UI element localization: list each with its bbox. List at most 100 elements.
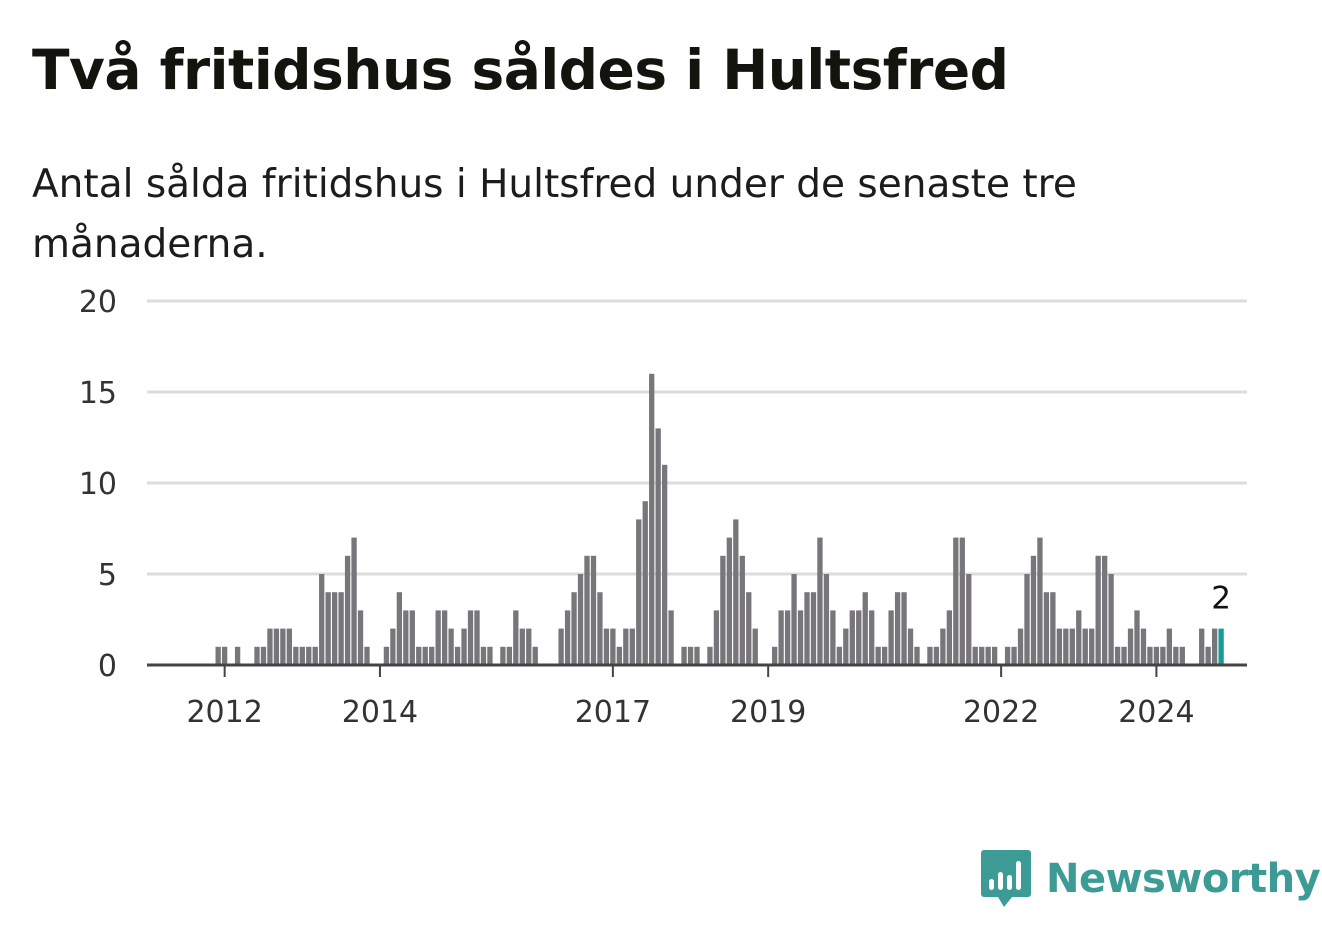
bar [1114, 646, 1121, 665]
bar [280, 628, 286, 665]
bar [881, 646, 888, 665]
bar [875, 646, 881, 665]
bar [487, 646, 493, 665]
bar [448, 628, 454, 665]
bar [1121, 646, 1127, 665]
bar [649, 373, 655, 665]
bar [1043, 592, 1050, 665]
bar [1205, 646, 1211, 665]
bar [1140, 628, 1147, 665]
bar-highlight [1218, 628, 1224, 665]
bar [1082, 628, 1088, 665]
bar [1089, 628, 1095, 665]
axes [147, 663, 1247, 677]
bar [1134, 610, 1140, 665]
bar [940, 628, 946, 665]
bar [856, 610, 862, 665]
bar [1050, 592, 1056, 665]
bar [571, 592, 577, 665]
bar [914, 646, 920, 665]
bar [862, 592, 868, 665]
bar [422, 646, 428, 665]
bar [668, 610, 674, 665]
bar [797, 610, 804, 665]
bar [1153, 646, 1160, 665]
bar [500, 646, 506, 665]
y-tick-label: 20 [79, 285, 117, 320]
bar-chart: 0 5 10 15 20 2 2012 2014 2017 2019 2022 2024 [79, 285, 1247, 730]
bar [597, 592, 603, 665]
bar [713, 610, 720, 665]
bar [1211, 628, 1218, 665]
bar [435, 610, 441, 665]
bar [409, 610, 415, 665]
bar [293, 646, 299, 665]
bar [325, 592, 331, 665]
bar [603, 628, 610, 665]
x-tick-label: 2012 [186, 695, 262, 730]
bar [306, 646, 312, 665]
bar [966, 574, 972, 665]
bar [454, 646, 461, 665]
bar [985, 646, 991, 665]
labels: 0 5 10 15 20 2 2012 2014 2017 2019 2022 2024 [79, 285, 1231, 730]
bar [933, 646, 940, 665]
bar [843, 628, 849, 665]
bar [1004, 646, 1011, 665]
x-tick-label: 2019 [730, 695, 806, 730]
bar [221, 646, 228, 665]
bar [720, 555, 726, 665]
bar [1095, 555, 1101, 665]
bar [331, 592, 338, 665]
bar [590, 555, 597, 665]
bar [927, 646, 933, 665]
bar [513, 610, 519, 665]
brand-name: Newsworthy [1046, 856, 1321, 902]
bar [215, 646, 221, 665]
bar [946, 610, 953, 665]
bar [1069, 628, 1075, 665]
bar [746, 592, 752, 665]
bar [532, 646, 538, 665]
bar [506, 646, 513, 665]
bars [215, 373, 1224, 665]
y-tick-label: 0 [98, 649, 117, 684]
bar [836, 646, 843, 665]
bar [338, 592, 344, 665]
bar [1030, 555, 1037, 665]
x-tick-label: 2024 [1118, 695, 1194, 730]
y-tick-label: 15 [79, 376, 117, 411]
bar [1101, 555, 1108, 665]
bar [260, 646, 267, 665]
bar [1179, 646, 1185, 665]
bar [364, 646, 370, 665]
bar [234, 646, 241, 665]
bar [687, 646, 694, 665]
bar-chart-speech-bubble-icon [981, 850, 1031, 907]
bar [661, 464, 668, 665]
bar [1173, 646, 1179, 665]
bar [526, 628, 532, 665]
bar [694, 646, 700, 665]
bar [1160, 646, 1166, 665]
bar [1011, 646, 1017, 665]
bar [707, 646, 713, 665]
bar [577, 574, 584, 665]
bar [564, 610, 571, 665]
chart-subtitle: Antal sålda fritidshus i Hultsfred under… [32, 162, 1077, 267]
bar [849, 610, 855, 665]
bar [1017, 628, 1024, 665]
bar [623, 628, 629, 665]
bar [778, 610, 784, 665]
y-tick-label: 10 [79, 467, 117, 502]
bar [390, 628, 396, 665]
bar [907, 628, 914, 665]
bar [636, 519, 642, 665]
bar [480, 646, 487, 665]
bar [991, 646, 998, 665]
bar [733, 519, 739, 665]
bar [616, 646, 623, 665]
bar [830, 610, 836, 665]
bar [429, 646, 435, 665]
bar [1166, 628, 1173, 665]
